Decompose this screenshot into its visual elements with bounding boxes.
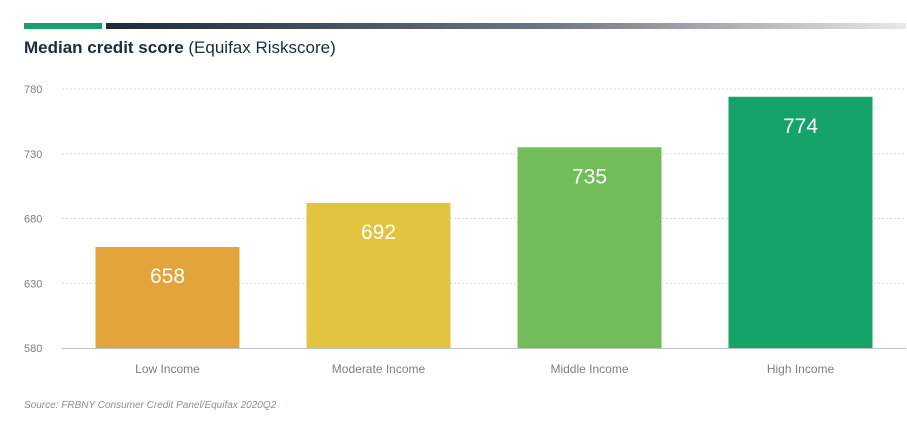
- accent-bar-green: [24, 23, 102, 29]
- bar: [728, 96, 873, 349]
- chart-title: Median credit score (Equifax Riskscore): [24, 38, 336, 58]
- bar-value-label: 735: [572, 165, 607, 188]
- chart-title-bold: Median credit score: [24, 38, 184, 57]
- x-tick-label: Middle Income: [550, 362, 628, 376]
- y-tick-label: 580: [24, 343, 42, 355]
- x-tick-label: High Income: [767, 362, 835, 376]
- bar: [517, 147, 662, 348]
- y-tick-label: 630: [24, 278, 42, 290]
- y-tick-label: 680: [24, 214, 42, 226]
- x-tick-label: Moderate Income: [332, 362, 426, 376]
- bar-value-label: 658: [150, 265, 185, 288]
- bar-value-label: 774: [783, 115, 818, 138]
- chart-title-subtitle: (Equifax Riskscore): [183, 38, 336, 57]
- bar: [95, 246, 240, 348]
- bar: [306, 202, 451, 348]
- y-tick-label: 780: [24, 84, 42, 96]
- x-tick-label: Low Income: [135, 362, 200, 376]
- accent-bar-gradient: [106, 23, 906, 29]
- bar-value-label: 692: [361, 221, 396, 244]
- y-tick-label: 730: [24, 149, 42, 161]
- source-note: Source: FRBNY Consumer Credit Panel/Equi…: [24, 400, 277, 411]
